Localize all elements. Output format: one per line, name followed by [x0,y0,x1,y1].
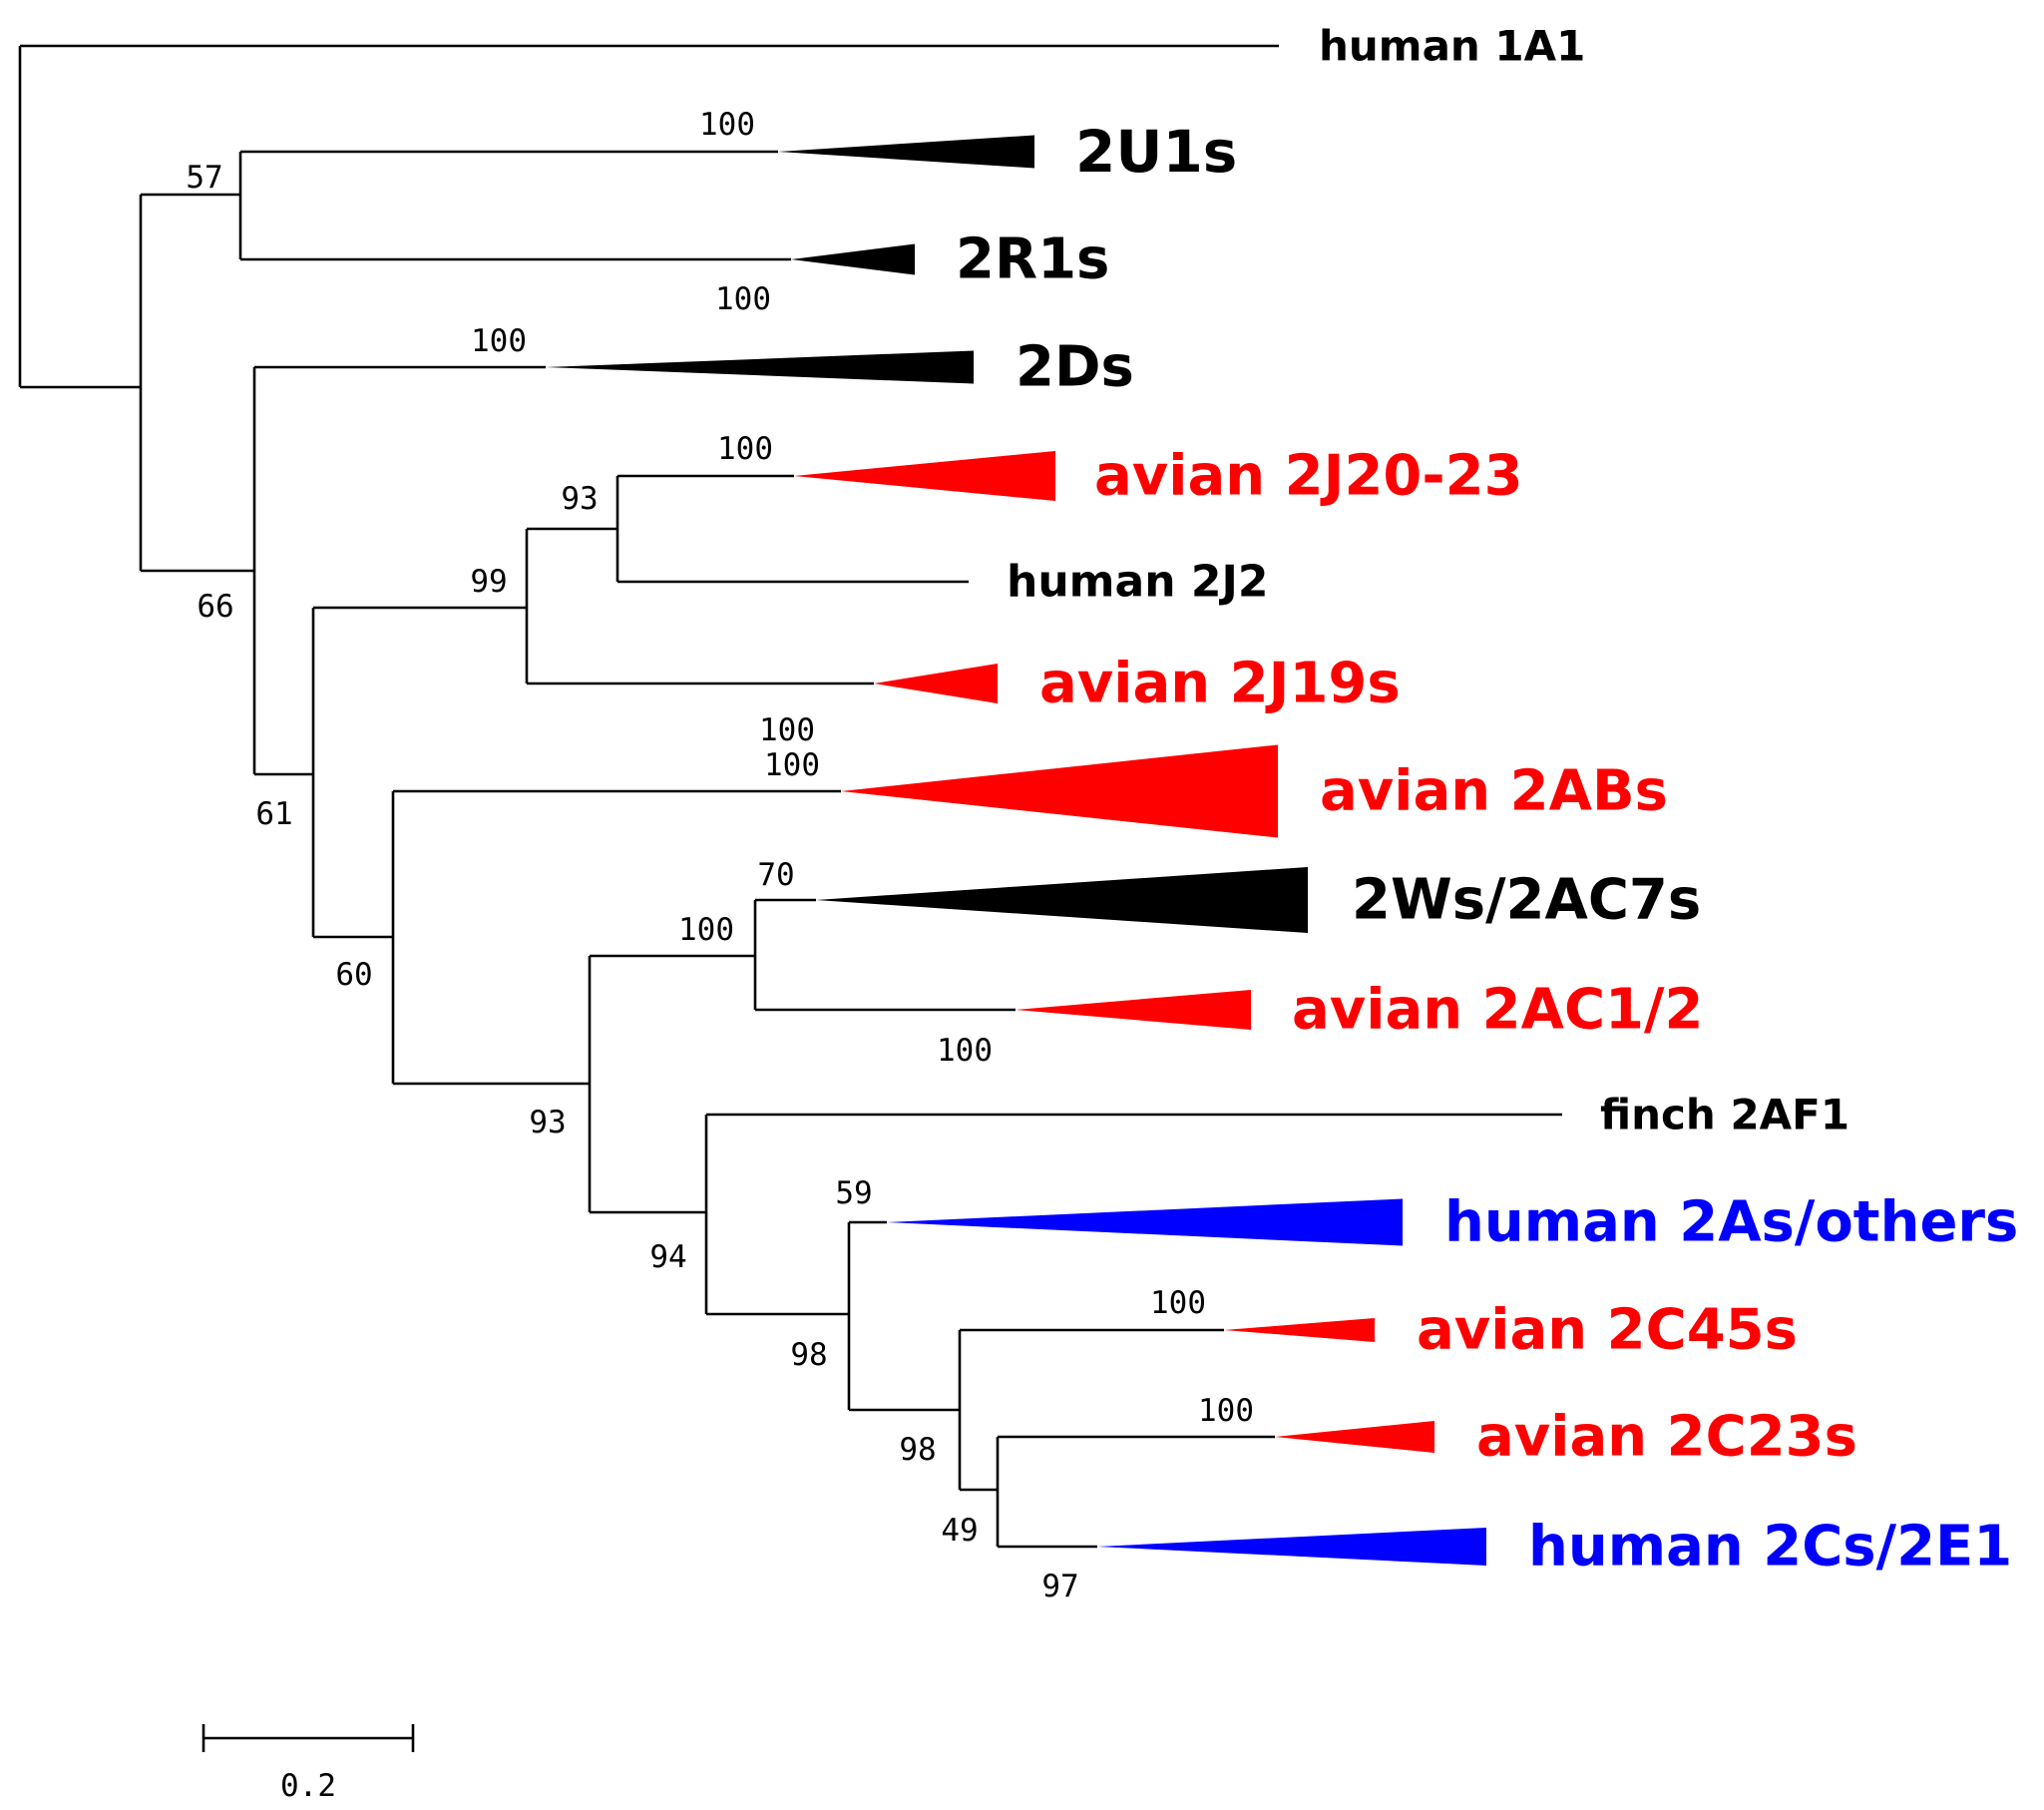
bootstrap-u1: 100 [699,107,755,143]
taxon-label-af1: finch 2AF1 [1600,1091,1849,1139]
bootstrap-j19: 100 [759,712,815,748]
bootstrap-w-af1: 93 [529,1105,566,1140]
bootstrap-ha-c: 98 [790,1337,827,1373]
clade-triangle-j20 [794,451,1055,501]
taxon-label-r1: 2R1s [956,227,1109,292]
bootstrap-j-group: 99 [470,564,507,600]
taxon-label-hc: human 2Cs/2E1 [1528,1515,2012,1580]
taxon-label-ac12: avian 2AC1/2 [1292,978,1703,1043]
bootstrap-af1-group: 94 [649,1239,686,1275]
clade-triangle-ac12 [1016,990,1251,1030]
bootstrap-ab: 100 [764,747,820,783]
bootstrap-values: 1001005710010093100991007010010059100100… [186,107,1254,1604]
collapsed-clades [546,135,1486,1566]
clade-triangle-d [546,350,974,384]
clade-triangle-j19 [874,664,998,703]
bootstrap-ha: 59 [835,1175,872,1211]
taxon-label-d: 2Ds [1016,335,1134,400]
tree-branches [18,44,1562,1549]
bootstrap-j-ab: 61 [255,796,292,832]
clade-triangle-c23 [1275,1421,1434,1453]
bootstrap-ab-w: 60 [335,957,372,993]
taxon-label-c45: avian 2C45s [1417,1298,1798,1363]
bootstrap-c23: 100 [1198,1393,1254,1429]
taxon-label-ab: avian 2ABs [1320,759,1668,824]
clade-triangle-ab [841,744,1278,838]
bootstrap-c45: 100 [1150,1285,1206,1321]
bootstrap-d-j: 66 [197,589,233,625]
bootstrap-j20-hj2: 93 [561,481,598,517]
taxon-label-ha: human 2As/others [1444,1190,2018,1255]
taxon-label-hj2: human 2J2 [1007,557,1268,608]
taxon-label-w: 2Ws/2AC7s [1352,868,1701,933]
bootstrap-c-group: 98 [899,1432,936,1468]
clade-triangle-r1 [791,243,915,275]
bootstrap-ac12: 100 [937,1033,993,1069]
bootstrap-d: 100 [471,323,527,359]
taxon-label-c23: avian 2C23s [1476,1405,1857,1470]
bootstrap-c23-hc: 49 [941,1513,978,1549]
taxon-label-u1: 2U1s [1075,118,1237,186]
bootstrap-u1-r1: 57 [186,160,222,196]
bootstrap-w: 70 [757,857,794,893]
clade-triangle-u1 [778,135,1034,169]
taxon-label-j19: avian 2J19s [1039,652,1401,716]
clade-triangle-w [816,867,1308,933]
bootstrap-hc: 97 [1041,1569,1078,1604]
bootstrap-w-ac: 100 [678,912,734,948]
clade-triangle-hc [1097,1528,1486,1566]
clade-triangle-c45 [1224,1318,1375,1342]
taxon-label-j20: avian 2J20-23 [1094,444,1523,509]
scale-bar-label: 0.2 [280,1768,336,1804]
taxon-label-h1a1: human 1A1 [1319,22,1585,71]
taxon-labels: human 1A1 2U1s 2R1s 2Ds avian 2J20-23 human 2… [956,22,2018,1580]
scale-bar: 0.2 [202,1724,415,1804]
clade-triangle-ha [887,1198,1403,1246]
bootstrap-j20: 100 [717,431,773,467]
bootstrap-r1: 100 [715,281,771,317]
